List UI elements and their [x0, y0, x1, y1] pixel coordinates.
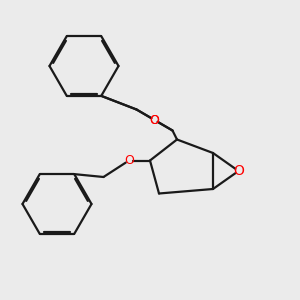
Text: O: O	[124, 154, 134, 167]
Text: O: O	[233, 164, 244, 178]
Text: O: O	[150, 113, 159, 127]
Text: O: O	[150, 113, 159, 127]
